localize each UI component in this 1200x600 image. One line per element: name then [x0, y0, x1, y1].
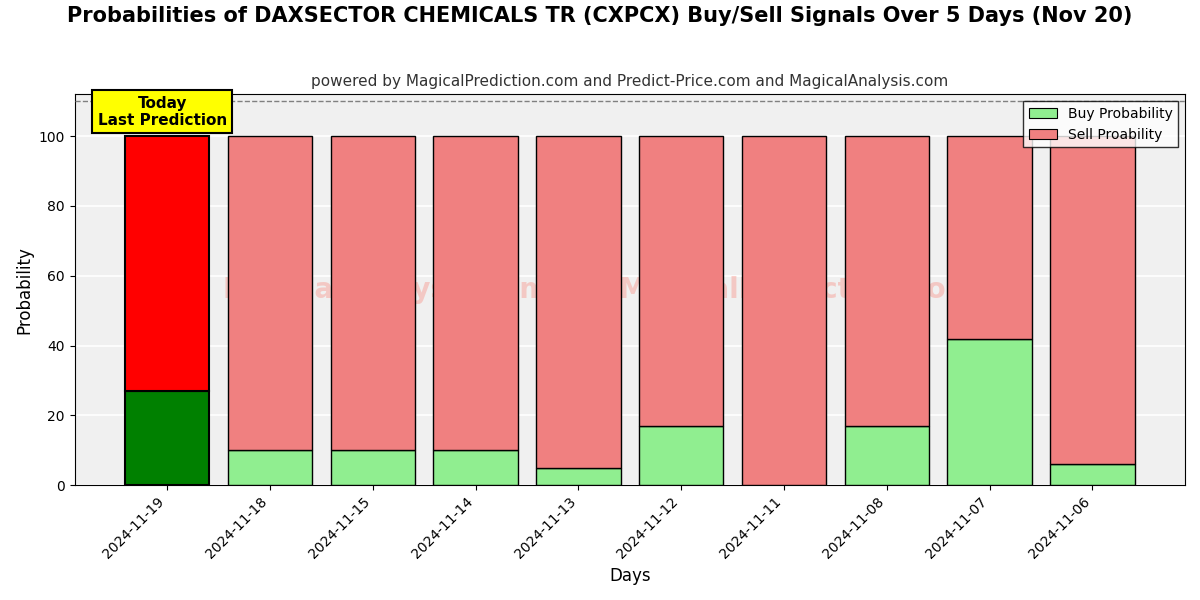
Bar	[948, 338, 1032, 485]
Bar	[125, 136, 210, 391]
Bar	[228, 450, 312, 485]
Title: powered by MagicalPrediction.com and Predict-Price.com and MagicalAnalysis.com: powered by MagicalPrediction.com and Pre…	[311, 74, 948, 89]
Bar	[228, 136, 312, 450]
Bar	[640, 426, 724, 485]
Bar	[433, 136, 517, 450]
Bar	[331, 136, 415, 450]
Bar	[1050, 136, 1134, 464]
Bar	[845, 136, 929, 426]
Text: MagicalPrediction.com: MagicalPrediction.com	[618, 276, 974, 304]
Text: Probabilities of DAXSECTOR CHEMICALS TR (CXPCX) Buy/Sell Signals Over 5 Days (No: Probabilities of DAXSECTOR CHEMICALS TR …	[67, 6, 1133, 26]
Y-axis label: Probability: Probability	[16, 246, 34, 334]
Bar	[433, 450, 517, 485]
Bar	[845, 426, 929, 485]
Bar	[331, 450, 415, 485]
X-axis label: Days: Days	[610, 567, 650, 585]
Bar	[1050, 464, 1134, 485]
Bar	[536, 136, 620, 467]
Bar	[742, 136, 826, 485]
Legend: Buy Probability, Sell Proability: Buy Probability, Sell Proability	[1024, 101, 1178, 148]
Bar	[948, 136, 1032, 338]
Text: MagicalAnalysis.com: MagicalAnalysis.com	[222, 276, 548, 304]
Bar	[125, 391, 210, 485]
Bar	[536, 467, 620, 485]
Bar	[640, 136, 724, 426]
Text: Today
Last Prediction: Today Last Prediction	[97, 95, 227, 128]
